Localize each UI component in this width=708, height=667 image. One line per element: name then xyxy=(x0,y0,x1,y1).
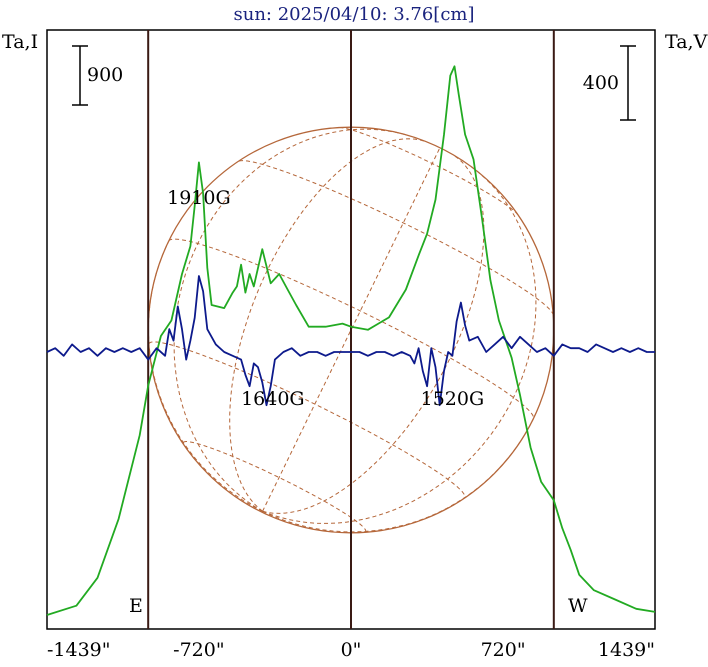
polarization-series-line xyxy=(46,275,655,407)
left-scale-bar: 900 xyxy=(72,45,123,106)
x-tick-label: 720" xyxy=(481,639,526,661)
longitude-line xyxy=(229,138,426,512)
latitude-line xyxy=(238,160,554,315)
longitude-line xyxy=(262,154,485,514)
region-labels: 1910G 1640G 1520G xyxy=(167,187,484,410)
x-tick-labels: -1439" -720" 0" 720" 1439" xyxy=(47,639,655,661)
region-label: 1910G xyxy=(167,187,231,209)
series-layer xyxy=(46,65,656,616)
longitude-line xyxy=(262,166,537,524)
x-tick-label: 1439" xyxy=(598,639,655,661)
west-limb-label: W xyxy=(568,595,588,617)
left-scale-label: 900 xyxy=(87,64,123,86)
right-scale-bar: 400 xyxy=(583,45,636,121)
longitude-line xyxy=(262,147,441,512)
x-tick-label: -720" xyxy=(173,639,224,661)
left-axis-label: Ta,I xyxy=(2,31,38,53)
intensity-series-line xyxy=(46,65,656,616)
x-tick-label: 0" xyxy=(341,639,362,661)
region-label: 1640G xyxy=(241,388,305,410)
longitude-line xyxy=(173,128,406,512)
right-axis-label: Ta,V xyxy=(665,31,708,53)
x-tick-label: -1439" xyxy=(47,639,111,661)
chart-title: sun: 2025/04/10: 3.76[cm] xyxy=(233,4,474,25)
east-limb-label: E xyxy=(129,595,143,617)
vertical-lines xyxy=(147,30,555,629)
region-label: 1520G xyxy=(421,388,485,410)
right-scale-label: 400 xyxy=(583,72,619,94)
